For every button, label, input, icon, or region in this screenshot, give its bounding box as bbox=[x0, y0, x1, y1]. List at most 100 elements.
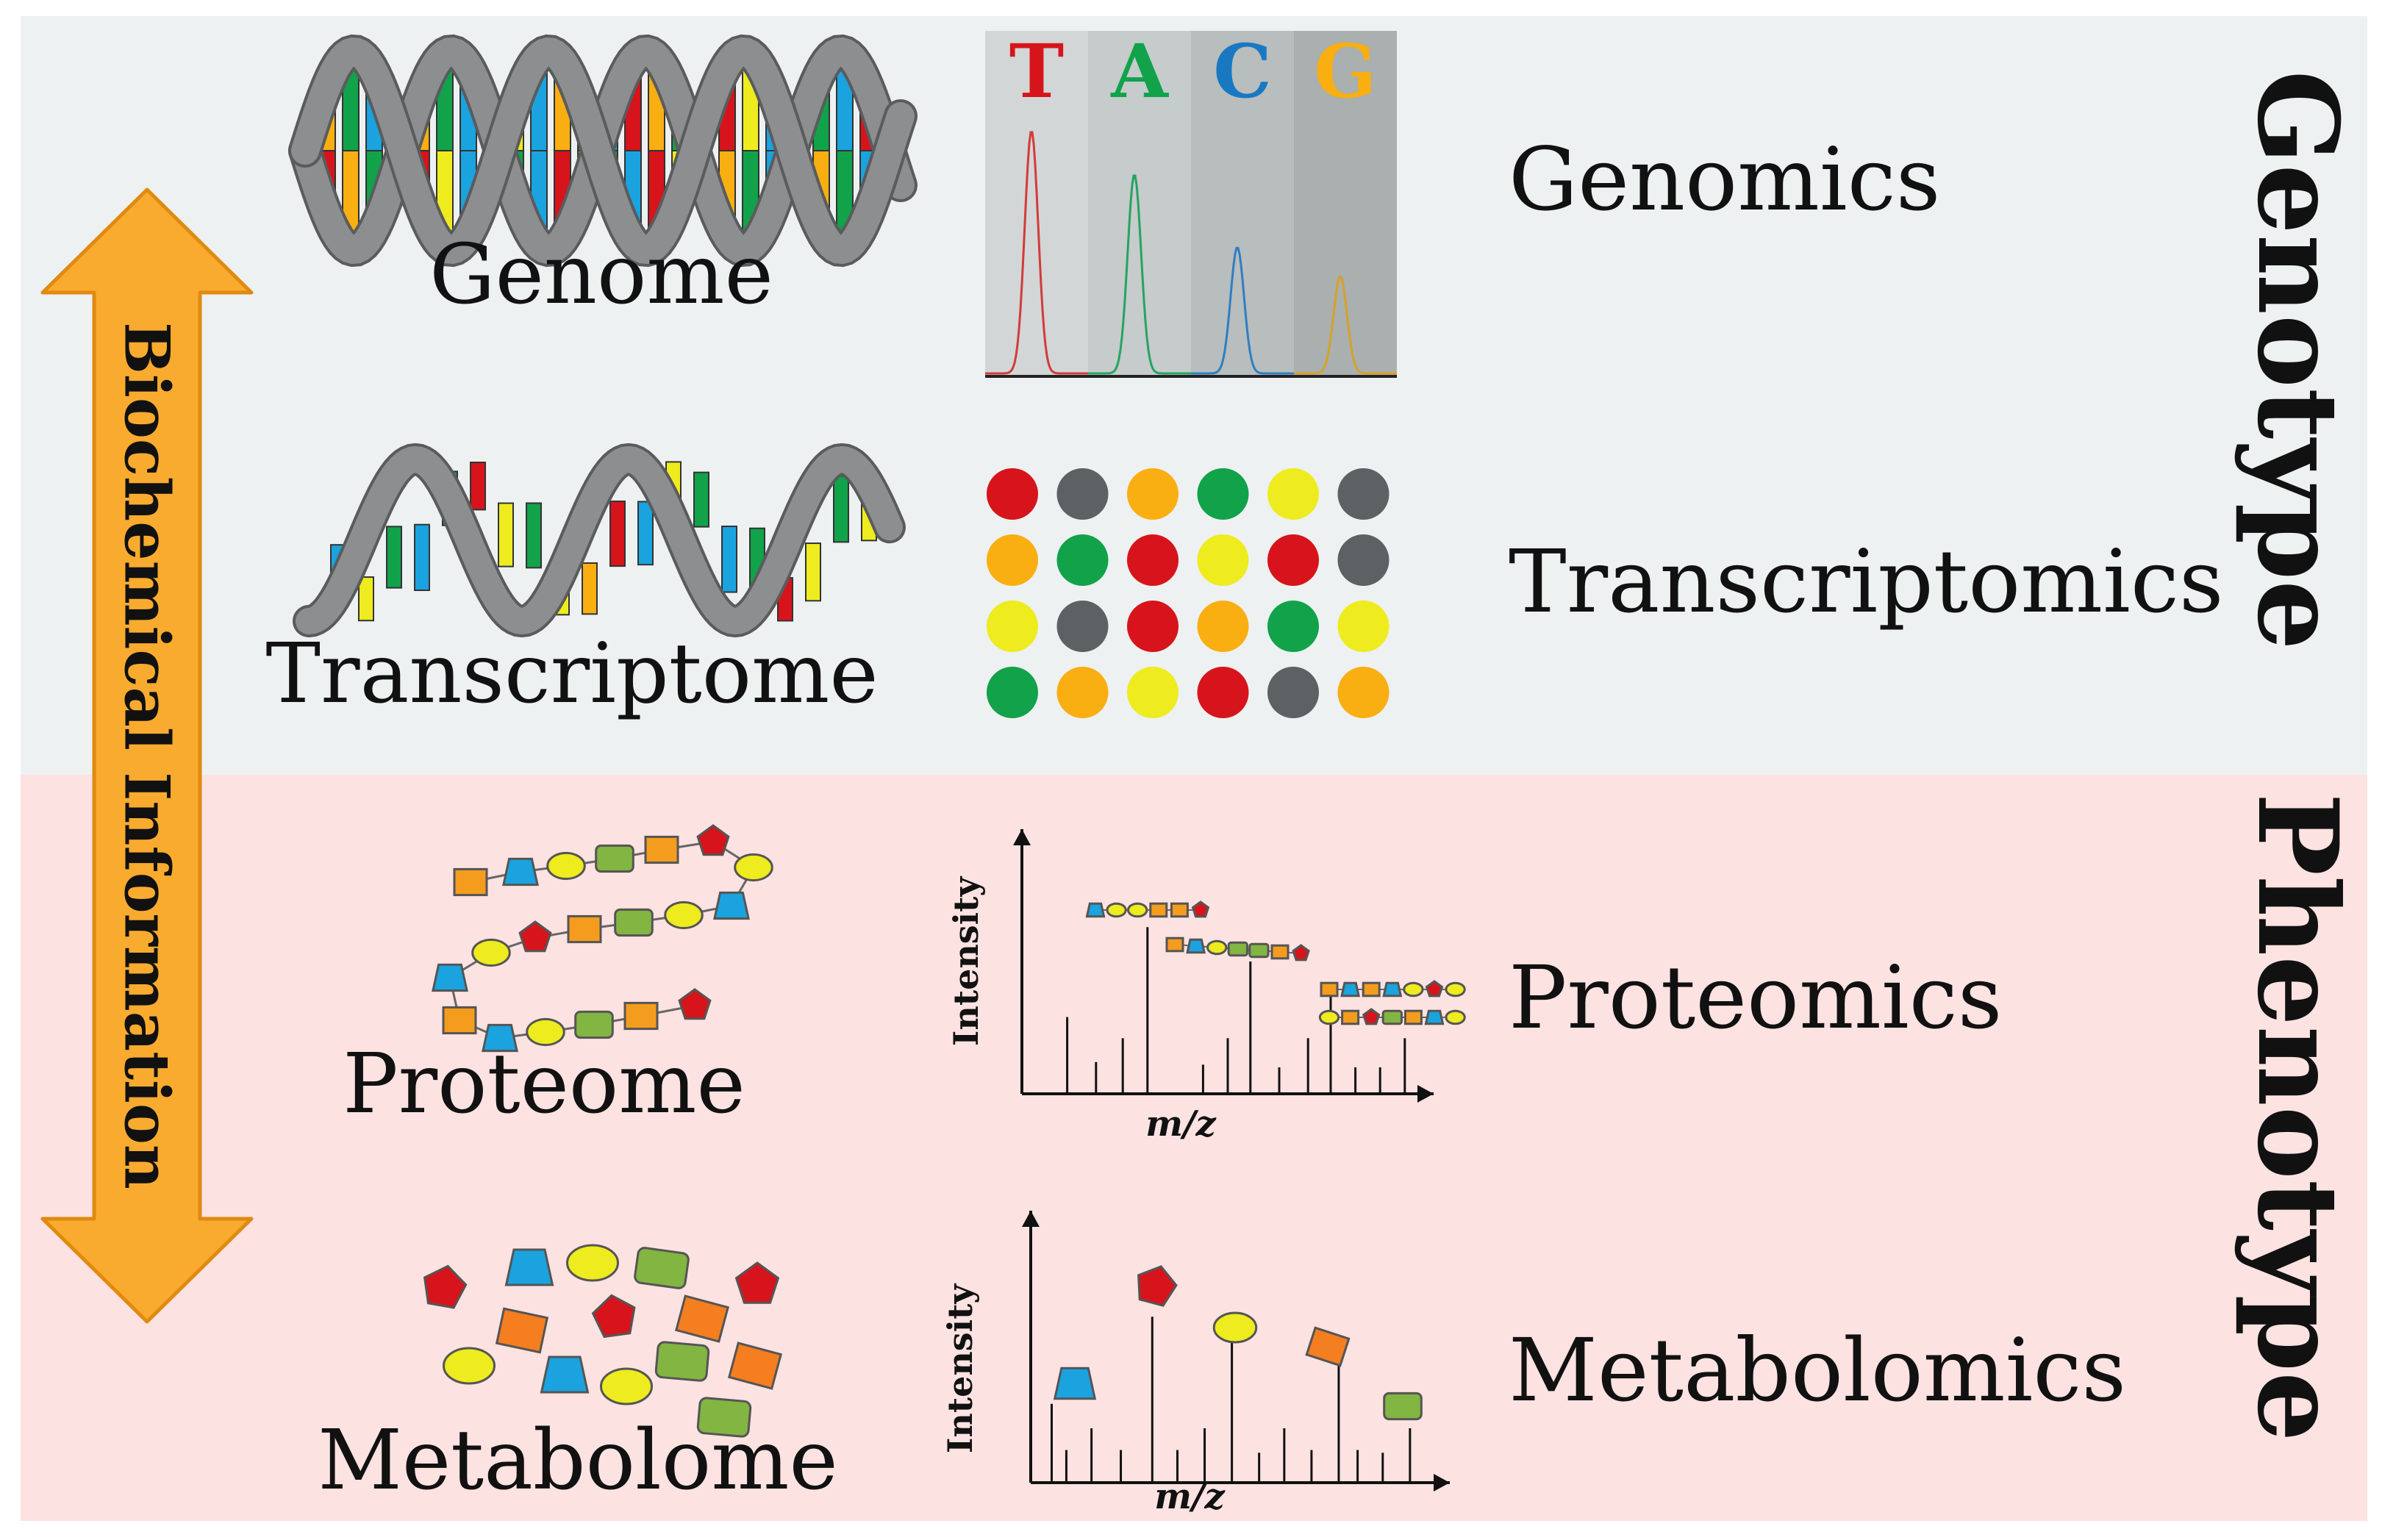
expression-dot bbox=[1056, 534, 1109, 586]
peak-trace bbox=[1088, 174, 1191, 375]
residue-ellipse bbox=[526, 1017, 565, 1047]
residue-trapezoid bbox=[504, 1248, 554, 1286]
genotype-label: Genotype bbox=[2233, 70, 2362, 650]
expression-dot bbox=[1127, 667, 1179, 718]
residue-trapezoid bbox=[482, 1023, 518, 1053]
residue-pentagon bbox=[1292, 944, 1310, 961]
residue-trapezoid bbox=[1186, 938, 1206, 954]
peak-trace bbox=[1294, 276, 1397, 375]
residue-rounded bbox=[654, 1341, 710, 1382]
residue-square bbox=[1270, 944, 1290, 960]
expression-dot bbox=[1127, 468, 1179, 520]
residue-ellipse bbox=[1206, 939, 1228, 956]
residue-rounded bbox=[595, 844, 634, 873]
residue-trapezoid bbox=[432, 963, 468, 992]
residue-rounded bbox=[696, 1397, 752, 1438]
residue-square bbox=[1341, 1009, 1360, 1025]
protein-chain-icon bbox=[432, 824, 773, 1053]
residue-pentagon bbox=[1362, 1008, 1381, 1025]
nucleotide bbox=[637, 501, 654, 566]
sequence-column bbox=[1294, 31, 1397, 376]
metabolomics-label: Metabolomics bbox=[1509, 1319, 2126, 1421]
residue-trapezoid bbox=[1053, 1367, 1097, 1400]
x-axis-arrowhead bbox=[1417, 1085, 1434, 1103]
residue-square bbox=[623, 1001, 659, 1031]
residue-square bbox=[1403, 1009, 1423, 1025]
nucleotide bbox=[526, 502, 542, 569]
strand-backbone bbox=[296, 445, 903, 635]
residue-ellipse bbox=[664, 900, 704, 930]
base-letter-g: G bbox=[1314, 28, 1376, 115]
nucleotide bbox=[386, 526, 402, 589]
residue-square bbox=[495, 1307, 549, 1354]
residue-rounded bbox=[574, 1010, 614, 1039]
expression-dot bbox=[1337, 601, 1390, 652]
x-axis-arrowhead bbox=[1434, 1474, 1450, 1491]
nucleotide bbox=[609, 500, 626, 567]
residue-ellipse bbox=[1445, 1009, 1466, 1025]
residue-square bbox=[727, 1342, 783, 1390]
peak-trace bbox=[985, 131, 1088, 375]
residue-square bbox=[1170, 902, 1189, 918]
residue-trapezoid bbox=[540, 1355, 590, 1394]
expression-dot bbox=[1267, 667, 1319, 718]
residue-square bbox=[644, 835, 679, 864]
transcriptomics-label: Transcriptomics bbox=[1509, 531, 2224, 632]
biochemical-information-label: Biochemical Information bbox=[111, 322, 184, 1189]
residue-pentagon bbox=[678, 988, 712, 1020]
residue-ellipse bbox=[1212, 1311, 1258, 1344]
dna-double-helix-icon bbox=[288, 34, 918, 268]
residue-rounded bbox=[1383, 1392, 1423, 1421]
proteomics-mass-spectrum bbox=[1013, 829, 1466, 1103]
expression-dot bbox=[1337, 667, 1390, 718]
residue-rounded bbox=[634, 1247, 690, 1289]
residue-square bbox=[1165, 936, 1184, 953]
residue-rounded bbox=[1381, 1009, 1403, 1025]
residue-ellipse bbox=[600, 1367, 653, 1405]
expression-dot bbox=[987, 601, 1038, 652]
nucleotide bbox=[414, 523, 430, 592]
nucleotide bbox=[693, 471, 709, 528]
metabolomics-mass-spectrum bbox=[1022, 1211, 1450, 1491]
expression-dot bbox=[1197, 534, 1249, 586]
transcriptome-label: Transcriptome bbox=[265, 626, 878, 722]
expression-dot bbox=[1056, 468, 1109, 520]
residue-ellipse bbox=[566, 1244, 619, 1282]
expression-dot bbox=[1056, 601, 1109, 652]
residue-trapezoid bbox=[1424, 1009, 1445, 1025]
residue-ellipse bbox=[1127, 902, 1148, 918]
expression-dot bbox=[1197, 601, 1249, 652]
residue-pentagon bbox=[1191, 900, 1210, 918]
residue-rounded bbox=[614, 908, 654, 937]
residue-ellipse bbox=[1318, 1009, 1340, 1025]
metabolomics-x-axis-label: m/z bbox=[1154, 1476, 1226, 1517]
y-axis-arrowhead bbox=[1022, 1211, 1040, 1227]
expression-dot bbox=[987, 534, 1038, 586]
genome-label: Genome bbox=[429, 227, 773, 323]
sequence-column bbox=[1088, 31, 1191, 376]
nucleotide bbox=[582, 562, 598, 615]
metabolomics-y-axis-label: Intensity bbox=[940, 1283, 980, 1454]
proteomics-label: Proteomics bbox=[1509, 947, 2002, 1048]
genomics-label: Genomics bbox=[1509, 129, 1940, 230]
residue-rounded bbox=[1248, 942, 1270, 959]
biochemical-information-arrow bbox=[40, 187, 254, 1324]
helix-backbone bbox=[291, 37, 915, 265]
expression-dot bbox=[987, 667, 1038, 718]
expression-dot bbox=[1197, 667, 1249, 718]
expression-dot bbox=[1337, 468, 1390, 520]
residue-pentagon bbox=[423, 1264, 468, 1309]
expression-dot bbox=[1267, 468, 1319, 520]
residue-ellipse bbox=[1106, 902, 1127, 918]
base-letter-a: A bbox=[1110, 28, 1169, 115]
base-letter-c: C bbox=[1213, 28, 1272, 115]
residue-square bbox=[1320, 981, 1339, 998]
residue-ellipse bbox=[546, 851, 586, 881]
residue-ellipse bbox=[1445, 981, 1466, 998]
metabolome-label: Metabolome bbox=[318, 1413, 838, 1508]
y-axis-arrowhead bbox=[1013, 829, 1031, 845]
rna-strand-icon bbox=[293, 443, 906, 638]
nucleotide bbox=[805, 542, 821, 602]
